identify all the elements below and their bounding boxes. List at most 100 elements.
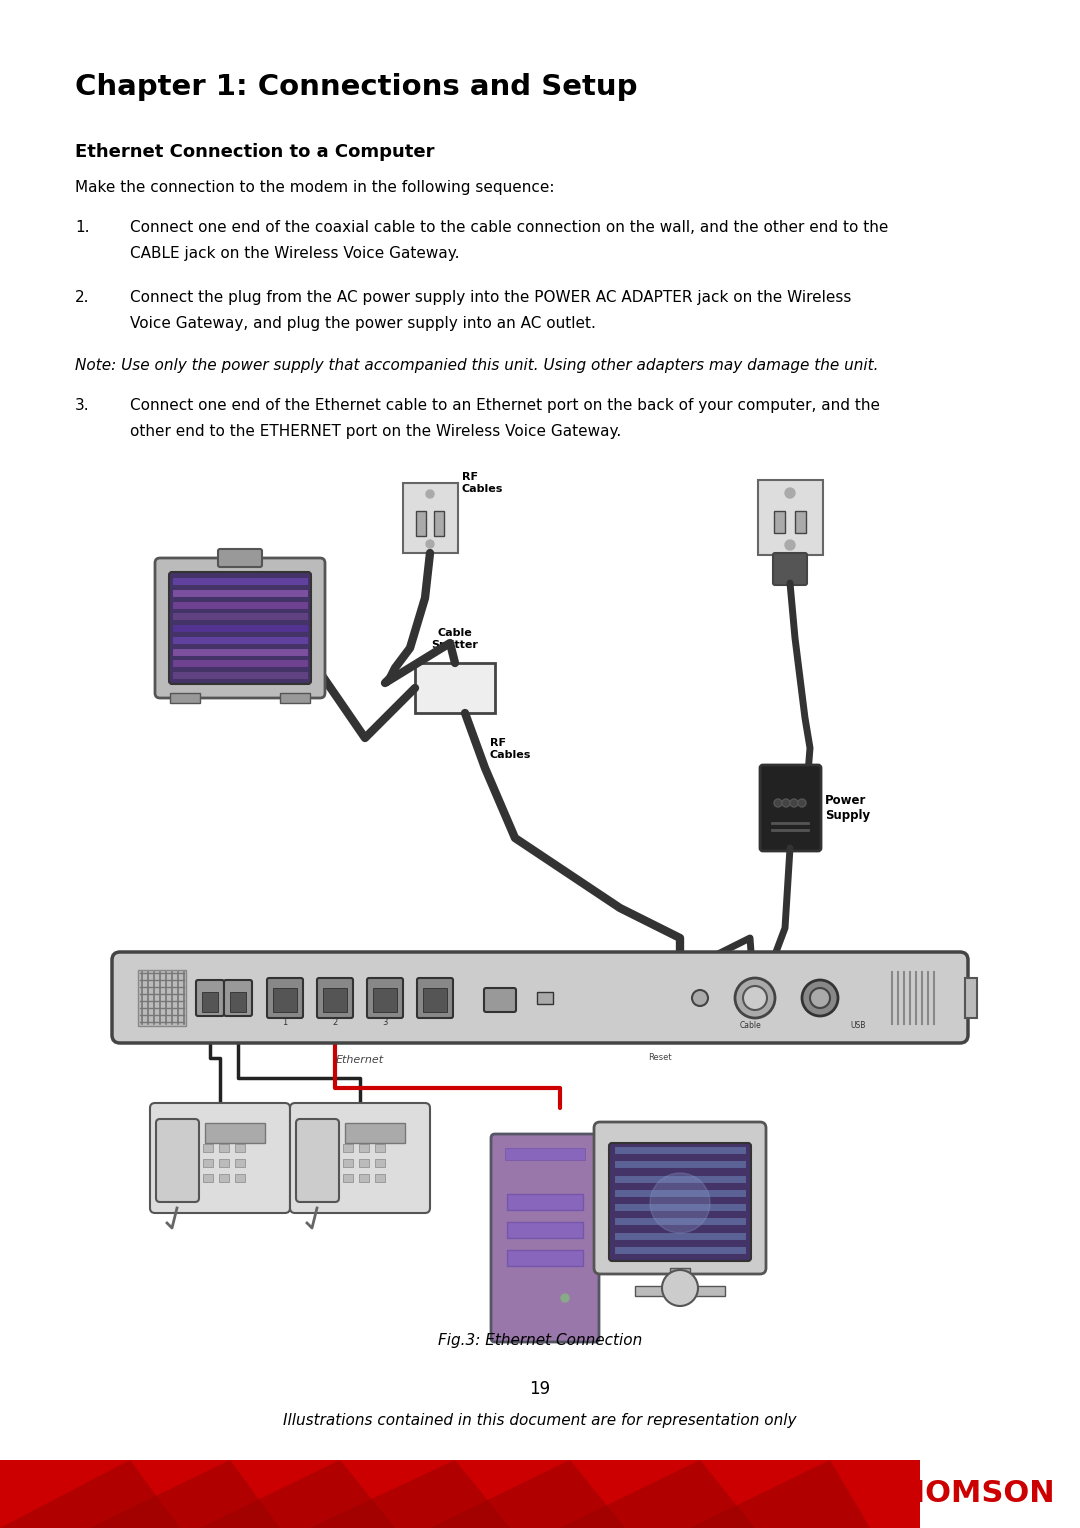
Bar [359, 1144, 369, 1152]
FancyBboxPatch shape [218, 549, 262, 567]
Polygon shape [690, 1459, 870, 1528]
Bar [343, 1160, 353, 1167]
FancyBboxPatch shape [156, 558, 325, 698]
Bar [373, 989, 397, 1012]
FancyBboxPatch shape [367, 978, 403, 1018]
Bar [170, 694, 200, 703]
Bar [203, 1144, 213, 1152]
FancyBboxPatch shape [484, 989, 516, 1012]
Text: RF
Cables: RF Cables [490, 738, 531, 759]
Text: Cable: Cable [739, 1021, 761, 1030]
Bar [537, 992, 553, 1004]
Circle shape [426, 490, 434, 498]
Bar [0, 1459, 920, 1528]
Bar [434, 510, 444, 536]
Bar [359, 1174, 369, 1183]
Text: Note: Use only the power supply that accompanied this unit. Using other adapters: Note: Use only the power supply that acc… [75, 358, 878, 373]
Bar [230, 992, 246, 1012]
Bar [375, 1144, 384, 1152]
Bar [415, 663, 495, 714]
Bar [280, 694, 310, 703]
Text: other end to the ETHERNET port on the Wireless Voice Gateway.: other end to the ETHERNET port on the Wi… [130, 423, 621, 439]
Text: 1: 1 [282, 1018, 287, 1027]
Bar [219, 1174, 229, 1183]
Text: USB: USB [850, 1021, 865, 1030]
Text: Fig.3: Ethernet Connection: Fig.3: Ethernet Connection [437, 1332, 643, 1348]
FancyBboxPatch shape [150, 1103, 291, 1213]
Circle shape [662, 1270, 698, 1306]
Bar [774, 510, 785, 533]
Polygon shape [200, 1459, 395, 1528]
Bar [205, 1123, 265, 1143]
Text: RF
Cables: RF Cables [462, 472, 503, 494]
FancyBboxPatch shape [296, 1118, 339, 1203]
Circle shape [810, 989, 831, 1008]
Polygon shape [430, 1459, 625, 1528]
Bar [273, 989, 297, 1012]
Text: 2: 2 [333, 1018, 338, 1027]
FancyBboxPatch shape [760, 766, 821, 851]
FancyBboxPatch shape [773, 553, 807, 585]
Bar [235, 1174, 245, 1183]
Bar [345, 1123, 405, 1143]
FancyBboxPatch shape [224, 979, 252, 1016]
FancyBboxPatch shape [491, 1134, 599, 1342]
Text: Ethernet: Ethernet [336, 1054, 384, 1065]
Bar [635, 1287, 725, 1296]
FancyBboxPatch shape [195, 979, 224, 1016]
FancyBboxPatch shape [291, 1103, 430, 1213]
FancyBboxPatch shape [156, 1118, 199, 1203]
Text: Voice Gateway, and plug the power supply into an AC outlet.: Voice Gateway, and plug the power supply… [130, 316, 596, 332]
FancyBboxPatch shape [417, 978, 453, 1018]
Text: Connect the plug from the AC power supply into the POWER AC ADAPTER jack on the : Connect the plug from the AC power suppl… [130, 290, 851, 306]
Circle shape [785, 487, 795, 498]
Circle shape [561, 1294, 569, 1302]
Text: THOMSON: THOMSON [879, 1479, 1055, 1508]
Circle shape [782, 799, 789, 807]
Circle shape [785, 539, 795, 550]
Polygon shape [90, 1459, 280, 1528]
Circle shape [735, 978, 775, 1018]
Bar [670, 1268, 690, 1288]
Text: Ethernet Connection to a Computer: Ethernet Connection to a Computer [75, 144, 434, 160]
Bar [416, 510, 426, 536]
FancyBboxPatch shape [112, 952, 968, 1044]
Bar [323, 989, 347, 1012]
Bar [235, 1160, 245, 1167]
Bar [423, 989, 447, 1012]
FancyBboxPatch shape [594, 1122, 766, 1274]
Text: 3.: 3. [75, 397, 90, 413]
Text: Reset: Reset [648, 1053, 672, 1062]
Bar [375, 1160, 384, 1167]
Bar [202, 992, 218, 1012]
Circle shape [743, 986, 767, 1010]
Circle shape [789, 799, 798, 807]
Circle shape [692, 990, 708, 1005]
Bar [203, 1174, 213, 1183]
Circle shape [798, 799, 806, 807]
Text: 3: 3 [382, 1018, 388, 1027]
FancyBboxPatch shape [609, 1143, 751, 1261]
Bar [403, 483, 458, 553]
Bar [758, 480, 823, 555]
Bar [507, 1250, 583, 1267]
Text: Power
Supply: Power Supply [825, 795, 870, 822]
Text: CABLE jack on the Wireless Voice Gateway.: CABLE jack on the Wireless Voice Gateway… [130, 246, 459, 261]
Bar [507, 1193, 583, 1210]
Text: Chapter 1: Connections and Setup: Chapter 1: Connections and Setup [75, 73, 637, 101]
Bar [507, 1222, 583, 1238]
Text: Make the connection to the modem in the following sequence:: Make the connection to the modem in the … [75, 180, 554, 196]
Bar [203, 1160, 213, 1167]
Polygon shape [310, 1459, 510, 1528]
Circle shape [650, 1174, 710, 1233]
Polygon shape [0, 1459, 180, 1528]
Text: 1.: 1. [75, 220, 90, 235]
Bar [219, 1144, 229, 1152]
Bar [505, 1148, 585, 1160]
Bar [219, 1160, 229, 1167]
Bar [375, 1174, 384, 1183]
Circle shape [426, 539, 434, 549]
Text: Connect one end of the coaxial cable to the cable connection on the wall, and th: Connect one end of the coaxial cable to … [130, 220, 889, 235]
Bar [138, 970, 186, 1025]
FancyBboxPatch shape [168, 571, 311, 685]
